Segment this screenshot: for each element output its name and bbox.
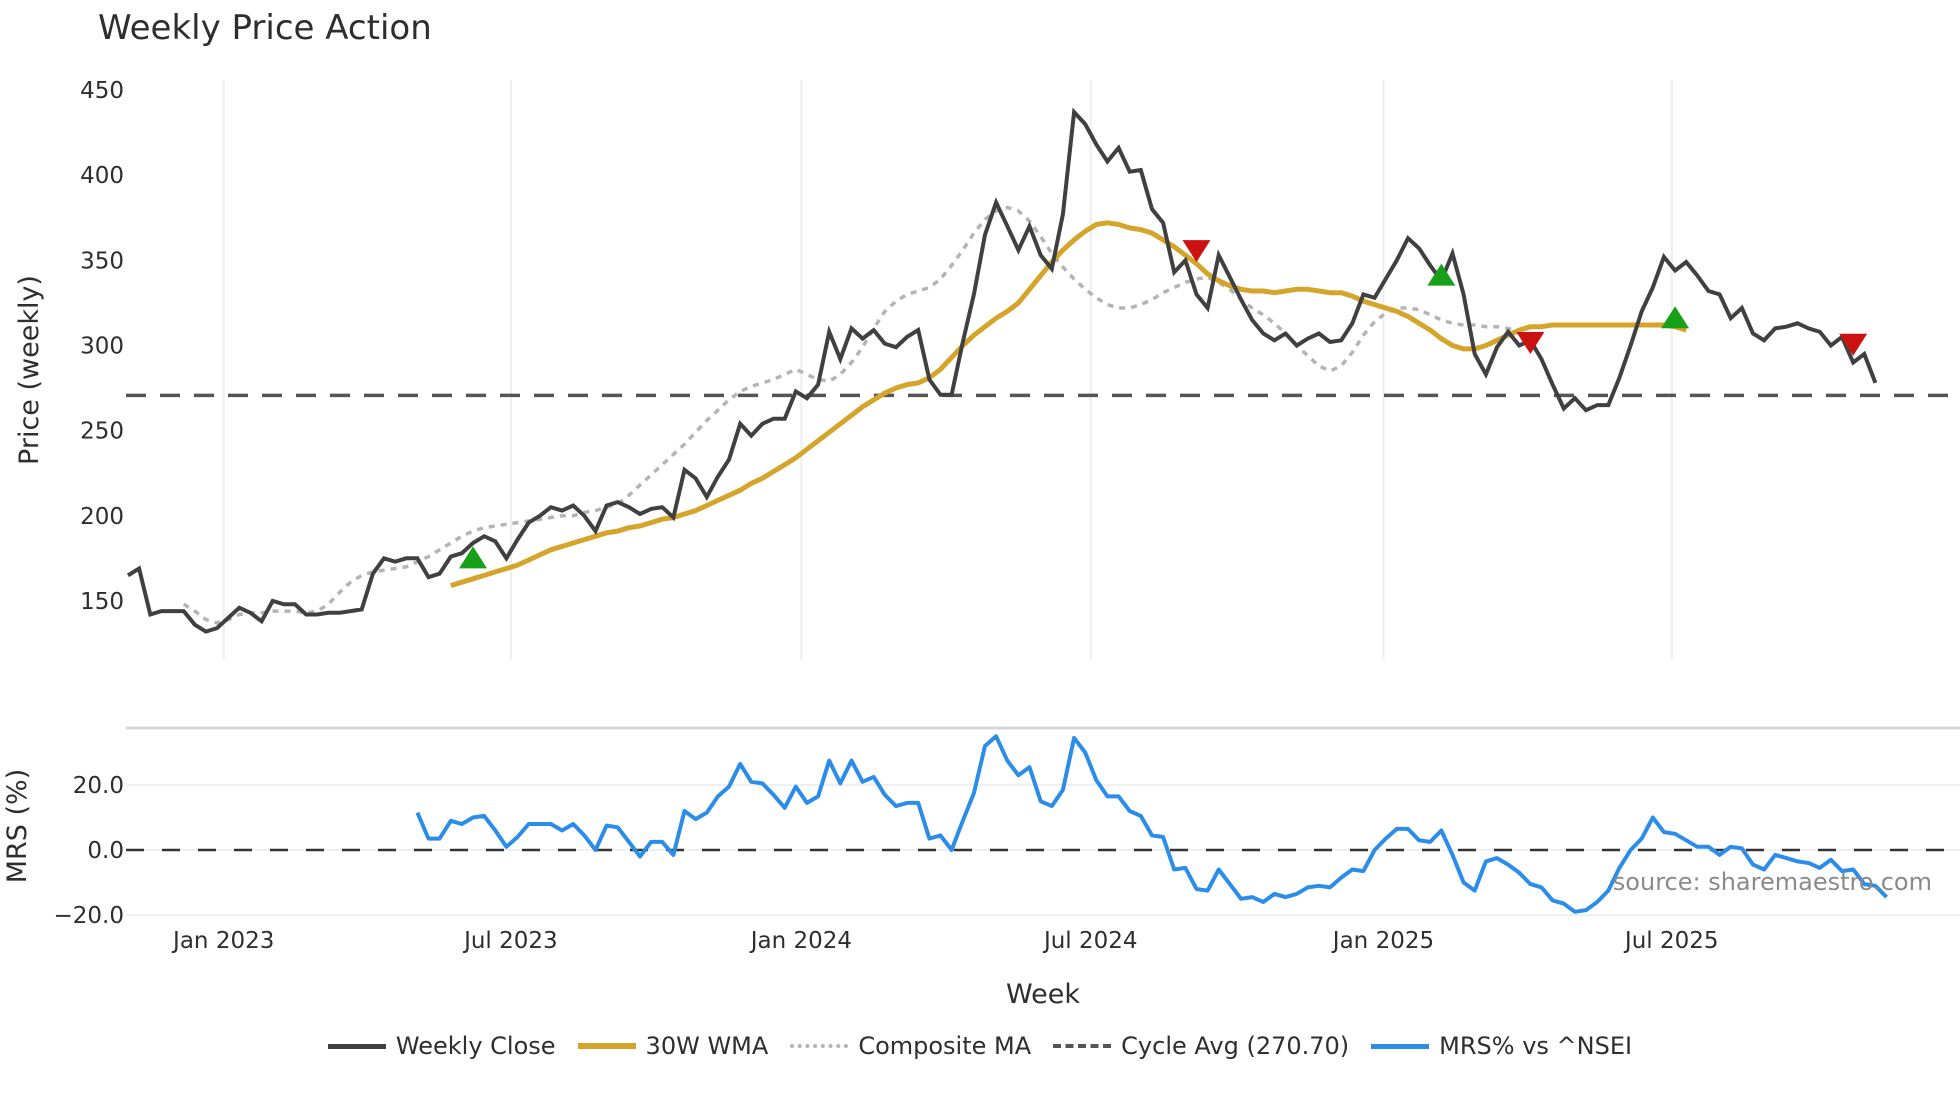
sell-signal-down-triangle-icon xyxy=(1839,333,1868,356)
price-tick-label: 400 xyxy=(80,163,124,189)
price-tick-label: 350 xyxy=(80,248,124,274)
price-axis-label: Price (weekly) xyxy=(14,275,45,465)
legend-label: Weekly Close xyxy=(395,1032,556,1060)
legend-swatch-dotted-icon xyxy=(790,1044,849,1048)
x-tick-label: Jul 2025 xyxy=(1623,928,1719,954)
legend-swatch-solid-icon xyxy=(327,1043,386,1049)
x-tick-label: Jul 2024 xyxy=(1042,928,1138,954)
legend: Weekly Close 30W WMA Composite MA Cycle … xyxy=(0,1032,1960,1060)
legend-item-cycle-avg[interactable]: Cycle Avg (270.70) xyxy=(1053,1032,1349,1060)
mrs-tick-label: −20.0 xyxy=(54,903,124,929)
x-tick-label: Jan 2025 xyxy=(1331,928,1434,954)
price-tick-label: 450 xyxy=(80,78,124,104)
price-tick-label: 150 xyxy=(80,589,124,615)
legend-swatch-solid-icon xyxy=(577,1043,636,1049)
mrs-tick-label: 20.0 xyxy=(73,773,124,799)
price-tick-label: 300 xyxy=(80,333,124,359)
x-axis-label: Week xyxy=(1006,979,1080,1010)
sell-signal-down-triangle-icon xyxy=(1516,332,1545,355)
legend-label: Composite MA xyxy=(858,1032,1032,1060)
price-tick-label: 200 xyxy=(80,504,124,530)
legend-swatch-dashed-icon xyxy=(1053,1044,1112,1048)
x-tick-label: Jan 2024 xyxy=(749,928,852,954)
sell-signal-down-triangle-icon xyxy=(1182,240,1211,263)
legend-swatch-solid-icon xyxy=(1371,1043,1430,1049)
weekly-close-line xyxy=(126,107,1878,634)
source-label: source: sharemaestro.com xyxy=(1613,868,1932,896)
legend-label: 30W WMA xyxy=(645,1032,769,1060)
legend-item-mrs[interactable]: MRS% vs ^NSEI xyxy=(1371,1032,1632,1060)
x-tick-label: Jan 2023 xyxy=(171,928,274,954)
legend-label: Cycle Avg (270.70) xyxy=(1121,1032,1350,1060)
mrs-tick-label: 0.0 xyxy=(87,838,124,864)
mrs-line xyxy=(415,734,1888,914)
composite-ma-line xyxy=(182,205,1532,625)
buy-signal-up-triangle-icon xyxy=(459,546,488,569)
buy-signal-up-triangle-icon xyxy=(1661,306,1690,329)
chart-title: Weekly Price Action xyxy=(98,8,432,48)
legend-label: MRS% vs ^NSEI xyxy=(1439,1032,1633,1060)
buy-signal-up-triangle-icon xyxy=(1427,263,1456,286)
x-tick-label: Jul 2023 xyxy=(462,928,558,954)
price-tick-label: 250 xyxy=(80,419,124,445)
legend-item-composite-ma[interactable]: Composite MA xyxy=(790,1032,1031,1060)
mrs-axis-label: MRS (%) xyxy=(2,769,33,884)
legend-item-weekly-close[interactable]: Weekly Close xyxy=(327,1032,556,1060)
wma-line xyxy=(450,220,1687,588)
legend-item-wma[interactable]: 30W WMA xyxy=(577,1032,769,1060)
